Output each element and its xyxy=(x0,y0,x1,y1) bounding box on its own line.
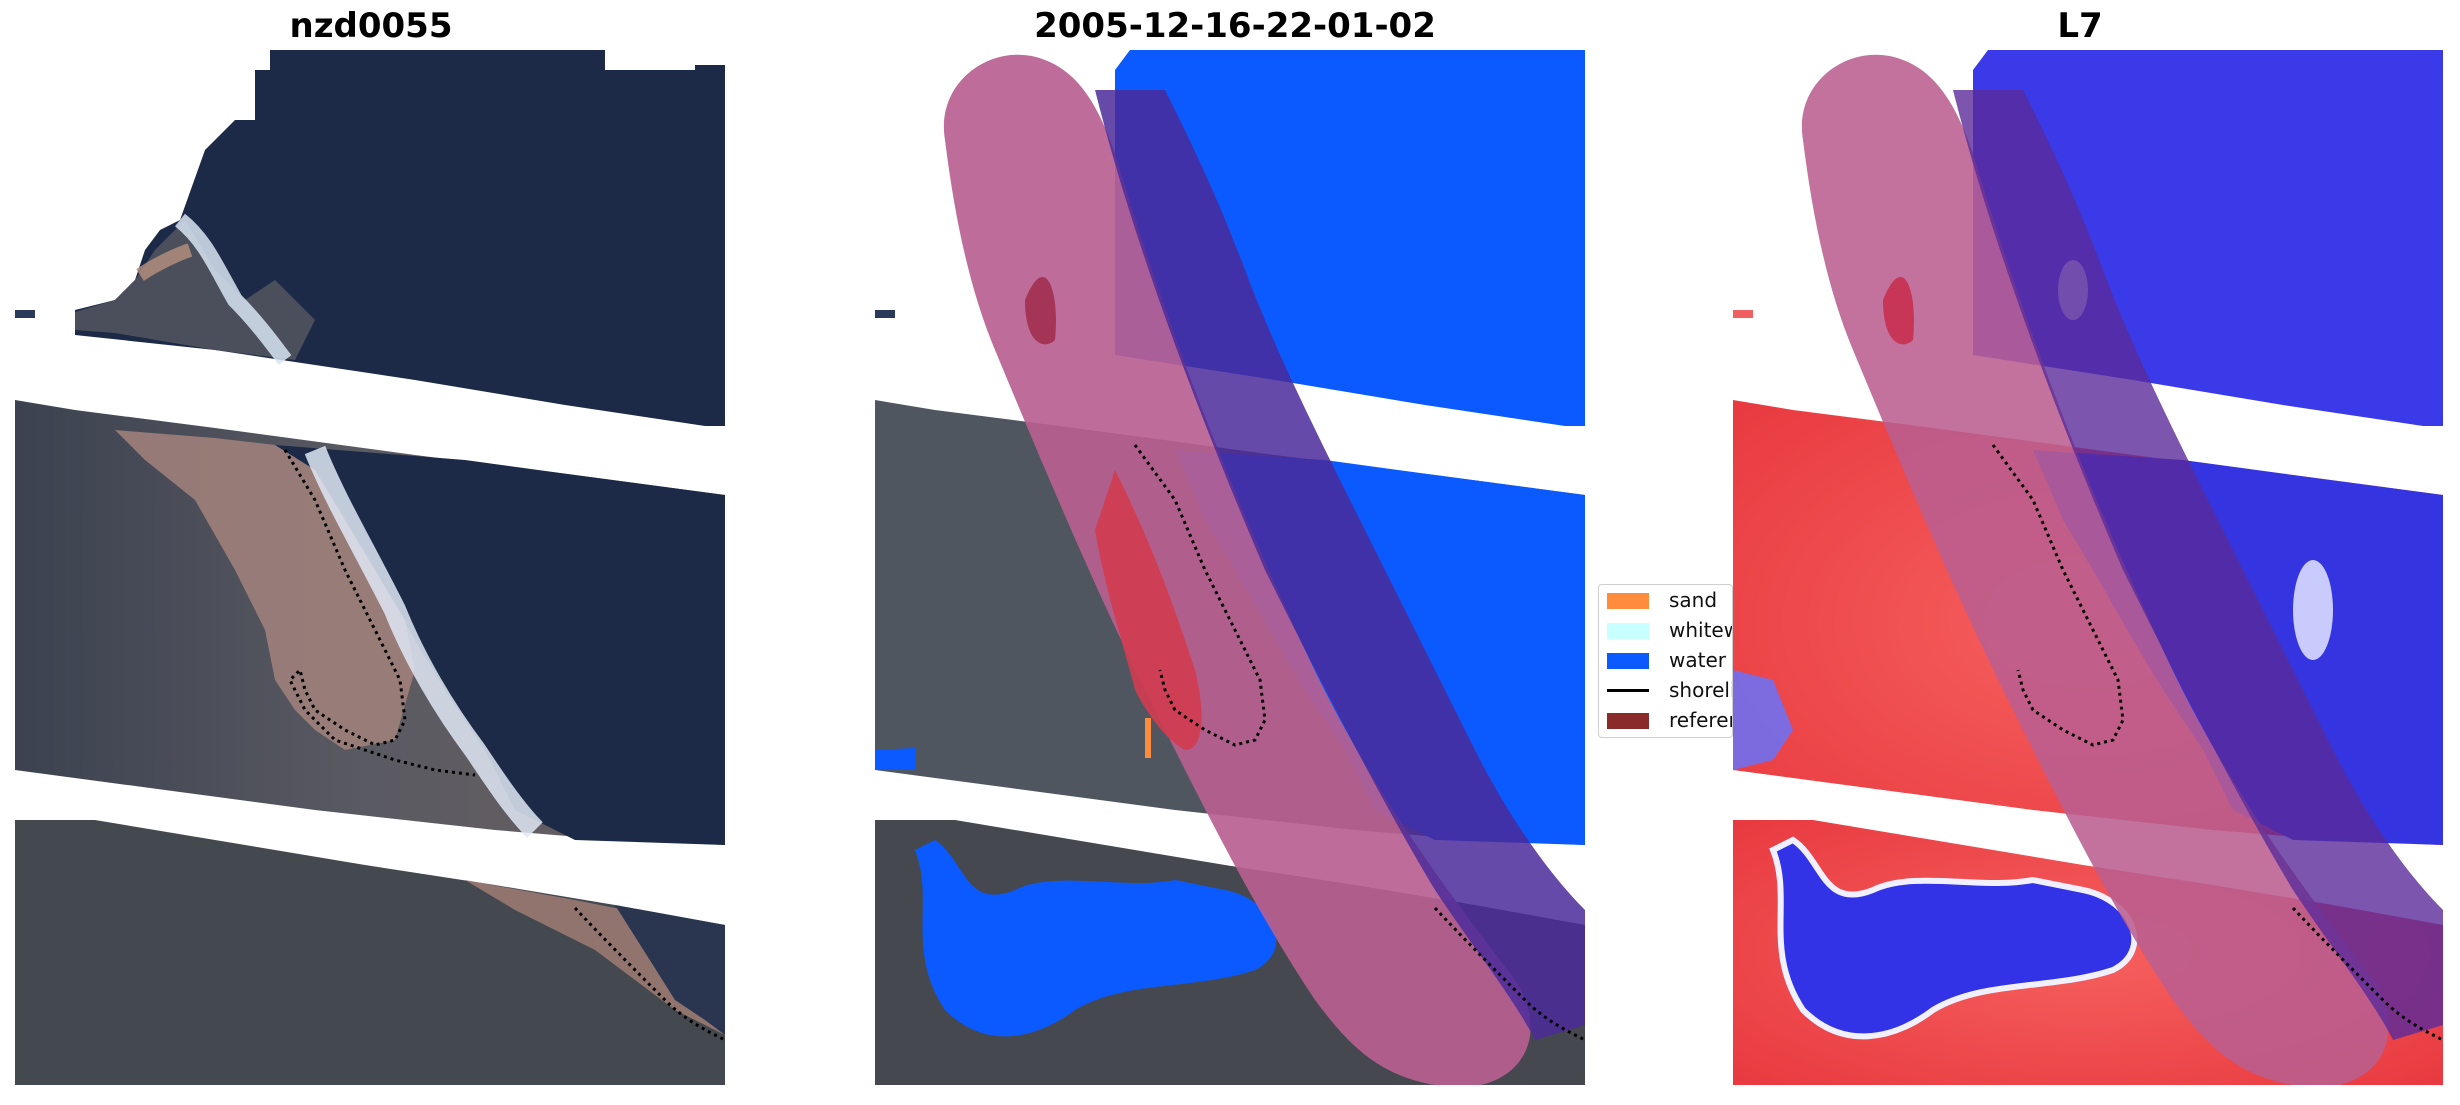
legend-swatch-whitewater xyxy=(1607,623,1649,639)
legend-swatch-water xyxy=(1607,653,1649,669)
legend-item-sand: sand xyxy=(1607,587,1732,613)
index-image xyxy=(1733,50,2443,1085)
index-image-panel xyxy=(1733,50,2443,1085)
legend-label: sand xyxy=(1669,588,1718,612)
legend-swatch-sand xyxy=(1607,593,1649,609)
panel-title-3: L7 xyxy=(2057,6,2103,46)
legend-item-water: water xyxy=(1607,647,1732,673)
rgb-image xyxy=(15,50,725,1085)
legend-label: shoreline xyxy=(1669,678,1732,702)
classified-image-panel xyxy=(875,50,1585,1085)
legend-swatch-shoreline xyxy=(1607,689,1649,692)
legend-label: reference xyxy=(1669,708,1732,732)
legend-item-shoreline: shoreline xyxy=(1607,677,1732,703)
panel-title-1: nzd0055 xyxy=(289,6,453,46)
rgb-image-panel xyxy=(15,50,725,1085)
classified-image xyxy=(875,50,1585,1085)
panel-title-2: 2005-12-16-22-01-02 xyxy=(1034,6,1436,46)
legend-item-reference: reference xyxy=(1607,707,1732,733)
legend-swatch-reference xyxy=(1607,713,1649,729)
legend-label: water xyxy=(1669,648,1726,672)
